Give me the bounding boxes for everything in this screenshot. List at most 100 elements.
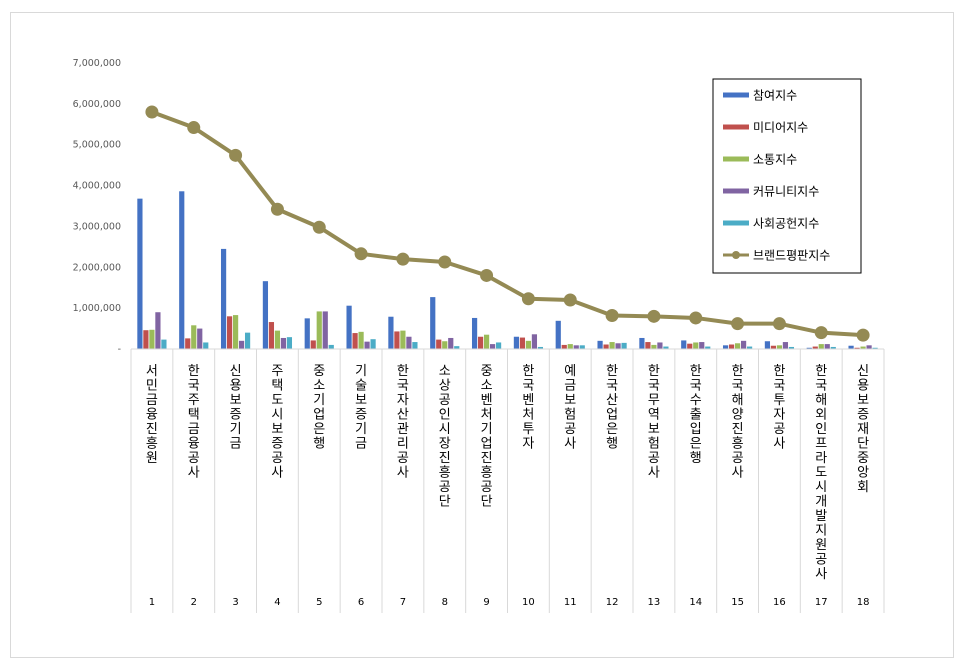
bar (609, 342, 615, 349)
bar (322, 311, 328, 349)
rank-number: 8 (442, 597, 448, 608)
legend-swatch (723, 156, 749, 162)
line-point (647, 309, 661, 323)
bar (220, 248, 227, 349)
bar (328, 344, 334, 349)
y-tick-label: - (118, 344, 121, 355)
bar (621, 342, 627, 349)
bar (197, 328, 203, 349)
bar (143, 330, 149, 349)
bar (722, 345, 729, 349)
bar (310, 340, 316, 349)
bar (364, 341, 370, 349)
line-point (772, 317, 786, 331)
bar (782, 342, 789, 349)
bar (352, 333, 358, 349)
rank-number: 16 (773, 597, 786, 608)
bar (495, 342, 502, 349)
bar (705, 346, 711, 349)
rank-number: 6 (358, 597, 364, 608)
bar (513, 336, 520, 349)
legend-label: 소통지수 (753, 153, 797, 167)
line-point (731, 317, 745, 331)
bar (854, 347, 860, 349)
y-tick-label: 5,000,000 (73, 140, 121, 151)
bar (866, 345, 872, 349)
bar (603, 344, 609, 349)
bar-series (137, 191, 878, 349)
bar (746, 346, 753, 349)
bar (681, 340, 687, 349)
rank-number: 13 (648, 597, 661, 608)
line-point (396, 252, 410, 266)
line-point (605, 308, 619, 322)
bar (824, 344, 830, 349)
bar (537, 346, 544, 349)
bar (764, 341, 771, 349)
chart-frame: - 1,000,000 2,000,000 3,000,000 4,000,000 5,0… (10, 12, 954, 658)
bar (358, 331, 364, 349)
bar (806, 347, 812, 349)
bar (442, 341, 448, 349)
bar (519, 337, 526, 349)
y-tick-label: 2,000,000 (73, 262, 121, 273)
x-axis: 서 민 금 융 진 흥 원 1 한 국 주 택 금 융 공 사 2 신 용 보 증 기 금 3 주 택 도 시 보 증 공 사 4 중 소 기 업 은 행 5… (130, 348, 885, 613)
y-tick-label: 6,000,000 (73, 99, 121, 110)
legend-swatch (723, 188, 749, 194)
bar (304, 318, 310, 349)
bar (137, 198, 143, 349)
bar (848, 345, 854, 349)
bar (812, 346, 818, 349)
line-point (814, 326, 828, 340)
bar (860, 346, 866, 349)
bar (454, 346, 460, 349)
rank-number: 7 (400, 597, 406, 608)
bar (244, 332, 251, 349)
bar (699, 342, 705, 349)
bar (394, 331, 400, 349)
rank-number: 12 (606, 597, 619, 608)
bar (185, 338, 191, 349)
legend-swatch (723, 124, 749, 130)
legend-swatch (723, 92, 749, 98)
bar (561, 344, 567, 349)
bar (483, 334, 490, 349)
bar (203, 342, 209, 349)
rank-number: 9 (483, 597, 489, 608)
legend-label: 커뮤니티지수 (753, 185, 819, 199)
y-tick-label: 7,000,000 (73, 58, 121, 69)
line-point (438, 255, 452, 269)
bar (693, 342, 699, 349)
line-point (856, 328, 870, 342)
y-tick-label: 3,000,000 (73, 221, 121, 232)
bar (280, 337, 287, 349)
bar (412, 342, 418, 349)
bar (555, 320, 561, 349)
bar (226, 316, 233, 349)
legend-marker (732, 251, 740, 259)
bar (663, 346, 669, 349)
bar (573, 345, 579, 349)
bar (400, 330, 406, 349)
bar (232, 315, 239, 349)
bar (388, 316, 394, 349)
rank-number: 14 (689, 597, 702, 608)
bar (268, 322, 275, 349)
bar (740, 340, 747, 349)
bar (316, 311, 322, 349)
line-point (480, 268, 494, 282)
bar (830, 346, 836, 349)
bar (155, 312, 161, 349)
bar (346, 305, 352, 349)
